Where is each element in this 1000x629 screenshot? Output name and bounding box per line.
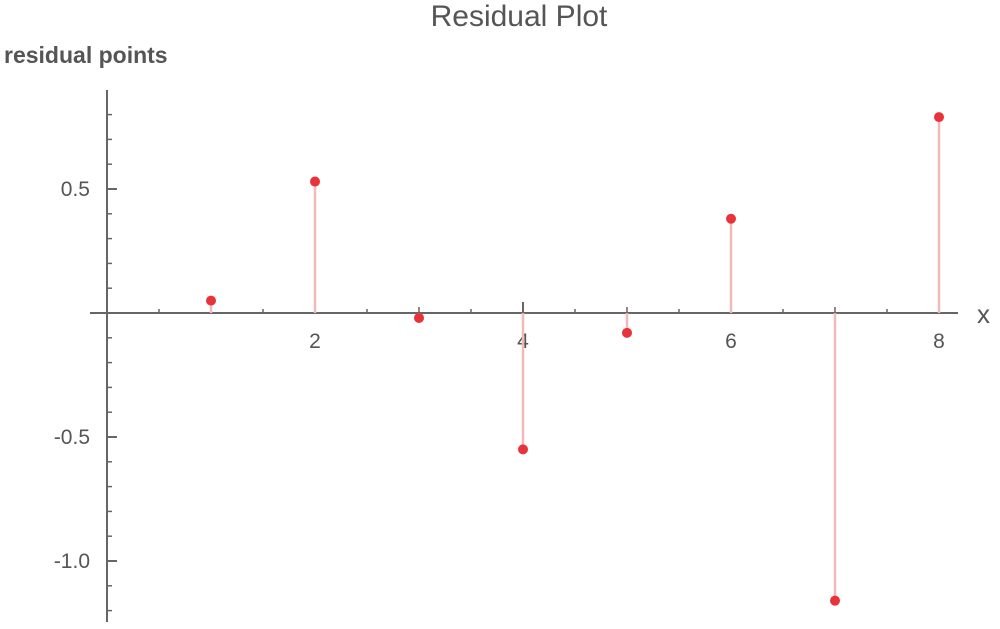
y-tick-label: 0.5 bbox=[61, 178, 90, 201]
y-axis-label: residual points bbox=[4, 42, 168, 68]
residual-point bbox=[206, 295, 216, 306]
points-layer bbox=[206, 112, 944, 606]
y-tick-label: -1.0 bbox=[54, 550, 90, 573]
residual-point bbox=[934, 112, 944, 123]
residual-point bbox=[310, 176, 320, 187]
residual-point bbox=[622, 327, 632, 338]
stems-layer bbox=[209, 117, 941, 601]
x-tick-label: 2 bbox=[309, 330, 321, 353]
residual-point bbox=[518, 444, 528, 455]
x-tick-label: 6 bbox=[725, 330, 737, 353]
residual-point bbox=[414, 312, 424, 323]
x-axis-label: x bbox=[977, 299, 990, 329]
residual-point bbox=[726, 213, 736, 224]
x-tick-label: 8 bbox=[933, 330, 945, 353]
residual-point bbox=[830, 595, 840, 606]
y-tick-label: -0.5 bbox=[54, 426, 90, 449]
ticks-layer: 24680.5-0.5-1.0 bbox=[54, 113, 945, 612]
chart-title: Residual Plot bbox=[431, 0, 608, 33]
